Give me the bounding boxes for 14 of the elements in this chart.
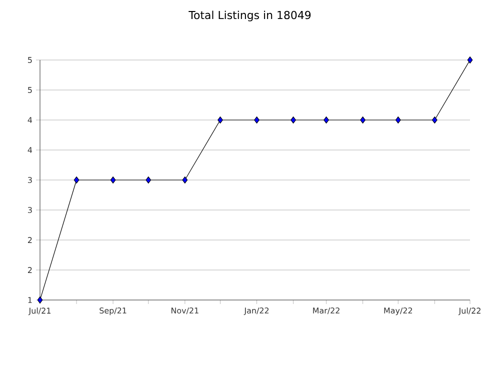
chart-title: Total Listings in 18049 — [188, 10, 311, 22]
point — [218, 116, 223, 124]
point — [290, 116, 296, 124]
point — [182, 176, 188, 184]
point — [110, 176, 116, 184]
point — [146, 176, 152, 184]
point — [254, 116, 260, 124]
point — [467, 56, 473, 64]
point — [432, 116, 438, 124]
point — [74, 176, 80, 184]
point — [324, 116, 329, 124]
point — [37, 296, 43, 304]
point — [395, 116, 401, 124]
point — [360, 116, 366, 124]
